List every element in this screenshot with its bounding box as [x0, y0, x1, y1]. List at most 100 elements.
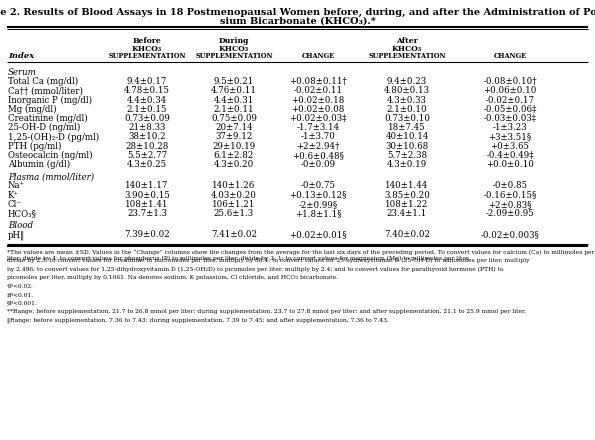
Text: 140±1.17: 140±1.17 — [126, 181, 169, 191]
Text: 3.90±0.15: 3.90±0.15 — [124, 191, 170, 200]
Text: 140±1.26: 140±1.26 — [212, 181, 256, 191]
Text: picomoles per liter, multiply by 0.1061. Na denotes sodium, K potassium, Cl chlo: picomoles per liter, multiply by 0.1061.… — [7, 275, 338, 280]
Text: +2±2.94†: +2±2.94† — [296, 142, 340, 150]
Text: Inorganic P (mg/dl): Inorganic P (mg/dl) — [8, 95, 92, 105]
Text: Total Ca (mg/dl): Total Ca (mg/dl) — [8, 77, 79, 86]
Text: ‖Range: before supplementation, 7.36 to 7.43; during supplementation, 7.39 to 7.: ‖Range: before supplementation, 7.36 to … — [7, 318, 389, 323]
Text: 4.78±0.15: 4.78±0.15 — [124, 86, 170, 95]
Text: 0.73±0.09: 0.73±0.09 — [124, 114, 170, 123]
Text: 3.85±0.20: 3.85±0.20 — [384, 191, 430, 200]
Text: 7.40±0.02: 7.40±0.02 — [384, 231, 430, 239]
Text: 37±9.12: 37±9.12 — [215, 132, 253, 141]
Text: 4.4±0.31: 4.4±0.31 — [214, 95, 254, 105]
Text: 9.4±0.23: 9.4±0.23 — [387, 77, 427, 86]
Text: CHANGE: CHANGE — [493, 52, 527, 60]
Text: 4.4±0.34: 4.4±0.34 — [127, 95, 167, 105]
Text: +0±3.65: +0±3.65 — [490, 142, 530, 150]
Text: †P<0.02.: †P<0.02. — [7, 284, 34, 289]
Text: Table 2. Results of Blood Assays in 18 Postmenopausal Women before, during, and : Table 2. Results of Blood Assays in 18 P… — [0, 8, 595, 17]
Text: +2±0.83§: +2±0.83§ — [488, 200, 532, 209]
Text: -0.16±0.15§: -0.16±0.15§ — [483, 191, 537, 200]
Text: **Range: before supplementation, 21.7 to 26.8 mmol per liter; during supplementa: **Range: before supplementation, 21.7 to… — [7, 309, 526, 314]
Text: -1±3.70: -1±3.70 — [300, 132, 336, 141]
Text: 40±10.14: 40±10.14 — [386, 132, 428, 141]
Text: 29±10.19: 29±10.19 — [212, 142, 256, 150]
Text: PTH (pg/ml): PTH (pg/ml) — [8, 142, 61, 151]
Text: 7.39±0.02: 7.39±0.02 — [124, 231, 170, 239]
Text: 4.3±0.19: 4.3±0.19 — [387, 160, 427, 169]
Text: ‡P<0.01.: ‡P<0.01. — [7, 292, 34, 297]
Text: Serum: Serum — [8, 68, 37, 77]
Text: sium Bicarbonate (KHCO₃).*: sium Bicarbonate (KHCO₃).* — [220, 17, 375, 26]
Text: 106±1.21: 106±1.21 — [212, 200, 256, 209]
Text: by 2.496; to convert values for 1,25-dihydroxyvitamin D (1,25-OH₂D) to picomoles: by 2.496; to convert values for 1,25-dih… — [7, 267, 503, 272]
Text: +0.02±0.01§: +0.02±0.01§ — [289, 231, 347, 239]
Text: SUPPLEMENTATION: SUPPLEMENTATION — [108, 52, 186, 60]
Text: 5.5±2.77: 5.5±2.77 — [127, 151, 167, 160]
Text: Na⁺: Na⁺ — [8, 181, 25, 191]
Text: 0.75±0.09: 0.75±0.09 — [211, 114, 257, 123]
Text: 6.1±2.82: 6.1±2.82 — [214, 151, 254, 160]
Text: Plasma (mmol/liter): Plasma (mmol/liter) — [8, 172, 94, 181]
Text: Albumin (g/dl): Albumin (g/dl) — [8, 160, 70, 169]
Text: 25-OH-D (ng/ml): 25-OH-D (ng/ml) — [8, 123, 80, 132]
Text: 28±10.28: 28±10.28 — [126, 142, 169, 150]
Text: +0.13±0.12§: +0.13±0.12§ — [289, 191, 347, 200]
Text: -0±0.75: -0±0.75 — [300, 181, 336, 191]
Text: +0.02±0.03‡: +0.02±0.03‡ — [289, 114, 347, 123]
Text: -0.02±0.17: -0.02±0.17 — [486, 95, 534, 105]
Text: Cl⁻: Cl⁻ — [8, 200, 22, 209]
Text: *The values are mean ±SD. Values in the “Change” columns show the changes from t: *The values are mean ±SD. Values in the … — [7, 249, 594, 261]
Text: -1.7±3.14: -1.7±3.14 — [296, 123, 340, 132]
Text: +0.02±0.18: +0.02±0.18 — [292, 95, 345, 105]
Text: During: During — [219, 37, 249, 45]
Text: §P<0.001.: §P<0.001. — [7, 301, 38, 306]
Text: 23.7±1.3: 23.7±1.3 — [127, 209, 167, 218]
Text: -2±0.99§: -2±0.99§ — [298, 200, 337, 209]
Text: SUPPLEMENTATION: SUPPLEMENTATION — [195, 52, 273, 60]
Text: 4.3±0.20: 4.3±0.20 — [214, 160, 254, 169]
Text: 140±1.44: 140±1.44 — [386, 181, 428, 191]
Text: 4.76±0.11: 4.76±0.11 — [211, 86, 257, 95]
Text: +3±3.51§: +3±3.51§ — [488, 132, 531, 141]
Text: 2.1±0.15: 2.1±0.15 — [127, 105, 167, 114]
Text: 30±10.68: 30±10.68 — [386, 142, 428, 150]
Text: 21±8.33: 21±8.33 — [129, 123, 165, 132]
Text: -0.08±0.10†: -0.08±0.10† — [483, 77, 537, 86]
Text: 4.3±0.25: 4.3±0.25 — [127, 160, 167, 169]
Text: Ca†† (mmol/liter): Ca†† (mmol/liter) — [8, 86, 83, 95]
Text: 25.6±1.3: 25.6±1.3 — [214, 209, 254, 218]
Text: -0±0.85: -0±0.85 — [493, 181, 528, 191]
Text: +0.0±0.10: +0.0±0.10 — [486, 160, 534, 169]
Text: 2.1±0.11: 2.1±0.11 — [214, 105, 254, 114]
Text: -0.02±0.003§: -0.02±0.003§ — [481, 231, 540, 239]
Text: HCO₃§: HCO₃§ — [8, 209, 37, 218]
Text: -0±0.09: -0±0.09 — [300, 160, 336, 169]
Text: Before: Before — [133, 37, 161, 45]
Text: 9.5±0.21: 9.5±0.21 — [214, 77, 254, 86]
Text: divide by 2.3; to convert values for creatinine to micromoles per liter, multipl: divide by 2.3; to convert values for cre… — [7, 258, 530, 264]
Text: 23.4±1.1: 23.4±1.1 — [387, 209, 427, 218]
Text: +1.8±1.1§: +1.8±1.1§ — [295, 209, 342, 218]
Text: 18±7.45: 18±7.45 — [388, 123, 426, 132]
Text: -2.09±0.95: -2.09±0.95 — [486, 209, 534, 218]
Text: CHANGE: CHANGE — [302, 52, 334, 60]
Text: +0.08±0.11†: +0.08±0.11† — [289, 77, 347, 86]
Text: Mg (mg/dl): Mg (mg/dl) — [8, 105, 57, 114]
Text: -1±3.23: -1±3.23 — [493, 123, 527, 132]
Text: SUPPLEMENTATION: SUPPLEMENTATION — [368, 52, 446, 60]
Text: 7.41±0.02: 7.41±0.02 — [211, 231, 257, 239]
Text: -0.03±0.03‡: -0.03±0.03‡ — [483, 114, 537, 123]
Text: pH‖: pH‖ — [8, 231, 25, 240]
Text: +0.02±0.08: +0.02±0.08 — [292, 105, 345, 114]
Text: KHCO₃: KHCO₃ — [219, 44, 249, 52]
Text: 108±1.41: 108±1.41 — [126, 200, 169, 209]
Text: 108±1.22: 108±1.22 — [386, 200, 428, 209]
Text: Blood: Blood — [8, 221, 33, 230]
Text: +0.6±0.48§: +0.6±0.48§ — [292, 151, 344, 160]
Text: +0.06±0.10: +0.06±0.10 — [483, 86, 537, 95]
Text: -0.4±0.49‡: -0.4±0.49‡ — [486, 151, 534, 160]
Text: 4.3±0.33: 4.3±0.33 — [387, 95, 427, 105]
Text: 4.80±0.13: 4.80±0.13 — [384, 86, 430, 95]
Text: 0.73±0.10: 0.73±0.10 — [384, 114, 430, 123]
